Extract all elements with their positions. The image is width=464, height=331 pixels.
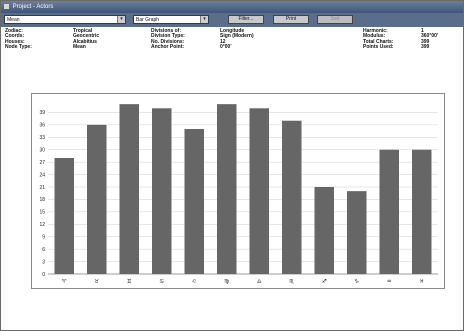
info-value: Geocentric xyxy=(73,33,100,40)
title-bar: Project - Actors xyxy=(1,1,463,13)
info-value: Longitude xyxy=(220,28,245,34)
x-tick-label: ♎ xyxy=(257,279,262,285)
info-value: 1 xyxy=(421,28,424,34)
info-label: Divisions of: xyxy=(151,28,182,34)
bar xyxy=(412,149,432,274)
chart-type-select-value: Bar Graph xyxy=(136,17,160,23)
y-tick-label: 30 xyxy=(39,148,45,154)
bar xyxy=(379,149,399,274)
info-value: Tropical xyxy=(73,28,93,34)
x-tick-label: ♑ xyxy=(354,279,359,285)
bar xyxy=(314,187,334,274)
y-tick-label: 12 xyxy=(39,222,45,228)
y-tick-label: 9 xyxy=(42,235,45,241)
info-label: Coords: xyxy=(5,33,25,40)
y-tick-label: 21 xyxy=(39,185,45,191)
bar xyxy=(152,108,172,275)
info-label: Harmonic: xyxy=(363,28,388,34)
bar xyxy=(54,158,74,274)
bar xyxy=(347,191,367,274)
info-label: Node Type: xyxy=(5,44,32,51)
x-tick-label: ♋ xyxy=(159,279,164,285)
x-tick-label: ♍ xyxy=(224,279,229,285)
bar xyxy=(184,129,204,274)
y-tick-label: 3 xyxy=(42,259,45,265)
info-col3-values: 1 360°00' 399 399 xyxy=(421,28,439,51)
x-tick-label: ♉ xyxy=(94,279,99,285)
info-col2-labels: Divisions of: Division Type: No. Divisio… xyxy=(151,28,185,51)
info-label: Points Used: xyxy=(363,44,394,51)
bar xyxy=(282,120,302,274)
y-tick-label: 27 xyxy=(39,160,45,166)
print-button[interactable]: Print xyxy=(273,15,309,24)
y-tick-label: 15 xyxy=(39,210,45,216)
bar xyxy=(119,104,139,275)
y-tick-label: 0 xyxy=(42,272,45,278)
y-tick-label: 36 xyxy=(39,123,45,129)
node-type-select-value: Mean xyxy=(7,17,20,23)
y-tick-label: 39 xyxy=(39,110,45,116)
bar xyxy=(217,104,237,275)
info-value: 0°00' xyxy=(220,44,232,51)
toolbar: Mean ▾ Bar Graph ▾ Filter... Print Sort xyxy=(1,13,463,27)
info-label: Anchor Point: xyxy=(151,44,185,51)
info-label: No. Divisions: xyxy=(151,38,185,45)
info-value: 399 xyxy=(421,38,430,45)
info-label: Modulus: xyxy=(363,33,386,40)
info-value: Alcabitius xyxy=(73,38,97,45)
info-label: Houses: xyxy=(5,38,25,45)
filter-button[interactable]: Filter... xyxy=(228,15,264,24)
info-label: Zodiac: xyxy=(5,28,23,34)
info-label: Total Charts: xyxy=(363,38,394,45)
sort-button: Sort xyxy=(317,15,353,24)
x-tick-label: ♌ xyxy=(192,279,197,285)
info-value: Sign (Modern) xyxy=(220,33,254,40)
bar xyxy=(249,108,269,275)
bar xyxy=(87,124,107,274)
window-title: Project - Actors xyxy=(12,4,54,10)
y-tick-label: 18 xyxy=(39,197,45,203)
info-value: 399 xyxy=(421,44,430,51)
system-menu-icon[interactable] xyxy=(4,3,9,9)
x-tick-label: ♈ xyxy=(62,279,67,285)
x-tick-label: ♊ xyxy=(127,278,132,285)
x-tick-label: ♓ xyxy=(419,278,424,285)
info-value: Mean xyxy=(73,44,86,51)
info-value: 360°00' xyxy=(421,33,439,40)
info-col1-labels: Zodiac: Coords: Houses: Node Type: xyxy=(5,28,32,51)
node-type-select[interactable]: Mean ▾ xyxy=(4,15,126,24)
y-tick-label: 33 xyxy=(39,135,45,141)
chart-type-select[interactable]: Bar Graph ▾ xyxy=(133,15,209,24)
y-tick-label: 24 xyxy=(39,172,45,178)
info-label: Division Type: xyxy=(151,33,185,40)
x-tick-label: ♏ xyxy=(289,279,294,285)
bar-chart: 0 3 6 9 12 15 18 21 24 27 30 33 36 39 ♈ ♉ ♊ ♋ ♌ ♍ ♎ ♏ ♐ ♑ ♒ ♓ xyxy=(31,93,445,289)
info-col1-values: Tropical Geocentric Alcabitius Mean xyxy=(73,28,100,51)
info-col2-values: Longitude Sign (Modern) 12 0°00' xyxy=(220,28,254,51)
x-tick-label: ♐ xyxy=(322,279,327,285)
chevron-down-icon[interactable]: ▾ xyxy=(117,16,125,23)
chart-info-panel: Zodiac: Coords: Houses: Node Type: Tropi… xyxy=(1,27,463,67)
y-tick-label: 6 xyxy=(42,247,45,253)
x-tick-label: ♒ xyxy=(387,279,392,285)
info-col3-labels: Harmonic: Modulus: Total Charts: Points … xyxy=(363,28,394,51)
info-value: 12 xyxy=(220,38,226,45)
chevron-down-icon[interactable]: ▾ xyxy=(200,16,208,23)
